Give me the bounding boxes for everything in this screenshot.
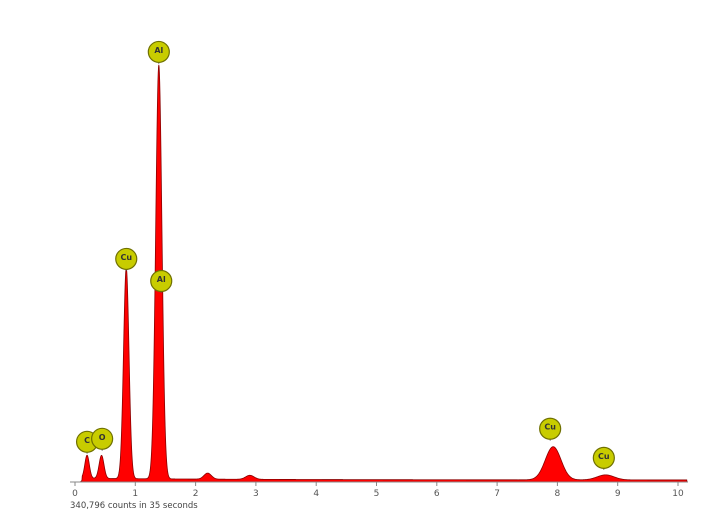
marker-label: Al: [157, 275, 166, 284]
x-tick-label: 6: [434, 489, 440, 499]
marker-circle: [147, 40, 170, 64]
x-tick-label: 5: [374, 489, 380, 499]
x-tick-label: 1: [132, 489, 138, 499]
element-marker-cu: Cu: [115, 247, 138, 271]
element-marker-cu: Cu: [539, 417, 562, 441]
x-tick-label: 9: [615, 489, 621, 499]
element-marker-cu: Cu: [592, 446, 615, 470]
x-tick-label: 2: [193, 489, 199, 499]
x-tick-label: 8: [555, 489, 561, 499]
x-tick-label: 0: [72, 489, 78, 499]
marker-circle: [91, 427, 114, 450]
marker-circle: [150, 269, 173, 293]
marker-label: C: [84, 436, 90, 445]
marker-circle: [115, 247, 138, 271]
x-ticks: 0 1 2 3 4 5 6 7 8 9 10: [72, 482, 684, 499]
x-tick-label: 4: [313, 489, 319, 499]
element-marker-al: Al: [147, 40, 170, 64]
marker-label: Al: [154, 46, 163, 55]
element-marker-o: O: [91, 427, 114, 451]
marker-circle: [539, 417, 562, 440]
x-tick-label: 7: [494, 489, 500, 499]
x-tick-label: 10: [672, 489, 684, 499]
spectrum-area: [75, 64, 688, 483]
marker-label: Cu: [544, 423, 556, 432]
element-markers: C O Cu Al Al Cu Cu: [75, 40, 615, 470]
marker-circle: [592, 446, 615, 469]
footer-counts: 340,796 counts in 35 seconds: [70, 501, 198, 511]
element-marker-al: Al: [150, 269, 173, 294]
marker-label: Cu: [598, 452, 610, 461]
marker-label: O: [99, 433, 106, 442]
marker-label: Cu: [120, 253, 132, 262]
plot-area: [75, 64, 688, 483]
x-tick-label: 3: [253, 489, 259, 499]
